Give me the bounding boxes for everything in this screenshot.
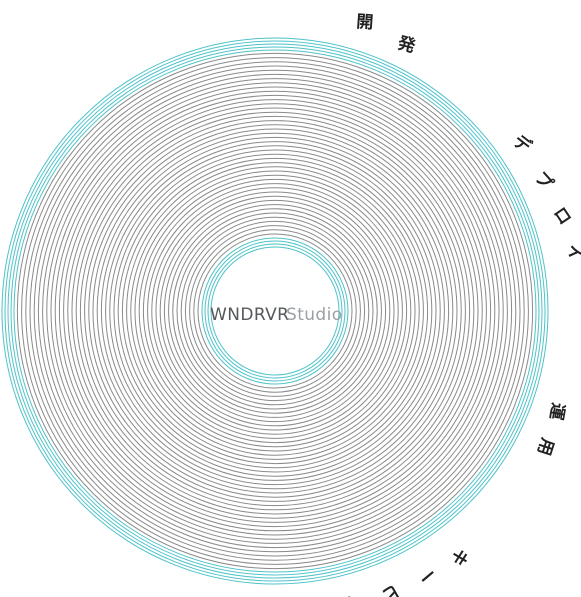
groove-ring [201,237,349,385]
groove-ring [168,204,382,418]
groove-ring [121,157,429,465]
groove-ring [113,149,437,473]
groove-ring [84,120,466,502]
groove-ring [96,132,454,490]
groove-ring [105,141,445,481]
groove-ring [7,43,543,579]
groove-ring [151,187,399,435]
groove-ring [29,65,521,557]
groove-ring [1,37,549,585]
groove-ring [71,107,479,515]
arc-char-ro: ロ [549,204,575,229]
groove-ring [142,178,408,444]
arc-char-kai: 開 [356,12,374,33]
groove-ring [10,46,540,576]
groove-ring [13,49,537,573]
groove-ring [21,57,529,565]
groove-ring [117,153,433,469]
arc-char-i: イ [561,241,581,265]
arc-char-hatsu: 発 [395,32,419,57]
groove-ring [50,86,500,536]
groove-ring [63,99,487,523]
groove-ring [180,216,370,406]
groove-ring [172,208,378,414]
groove-ring [147,183,403,439]
logo-studio: Studio [286,305,343,325]
groove-ring [4,40,546,582]
groove-ring [155,191,395,431]
groove-ring [54,90,496,532]
groove-ring [42,78,508,544]
groove-ring [134,170,416,452]
groove-ring [67,103,483,519]
groove-ring [58,94,492,528]
arc-char-un: 運 [545,401,568,421]
groove-ring [126,162,424,460]
groove-ring [33,69,517,553]
groove-ring [79,115,471,507]
concentric-rings [1,37,549,585]
arc-char-ki: キ [446,544,472,570]
groove-ring [204,240,346,382]
arc-char-you: 用 [533,435,557,457]
logo-wordmark: WNDRVR [210,305,289,325]
groove-ring [163,199,387,423]
groove-ring [75,111,475,511]
arc-char-chouon: ー [414,562,440,588]
arc-char-me: メ [334,591,357,597]
groove-ring [197,233,353,389]
groove-ring [92,128,458,494]
groove-ring [193,229,357,393]
groove-ring [207,243,343,379]
groove-ring [100,136,450,486]
groove-ring [37,73,513,549]
groove-ring [25,61,525,561]
arc-char-bi: ビ [378,580,403,597]
groove-ring [184,220,366,402]
groove-ring [138,174,412,448]
groove-ring [88,124,462,498]
groove-ring [159,195,391,427]
groove-ring [130,166,420,456]
groove-ring [189,225,361,397]
arc-char-de: デ [509,130,536,158]
groove-ring [109,145,441,477]
center-logo: WNDRVR Studio [210,305,343,325]
groove-ring [16,52,534,570]
groove-ring [210,246,340,376]
arc-char-pu: プ [530,167,558,194]
groove-ring [46,82,504,540]
groove-ring [176,212,374,410]
